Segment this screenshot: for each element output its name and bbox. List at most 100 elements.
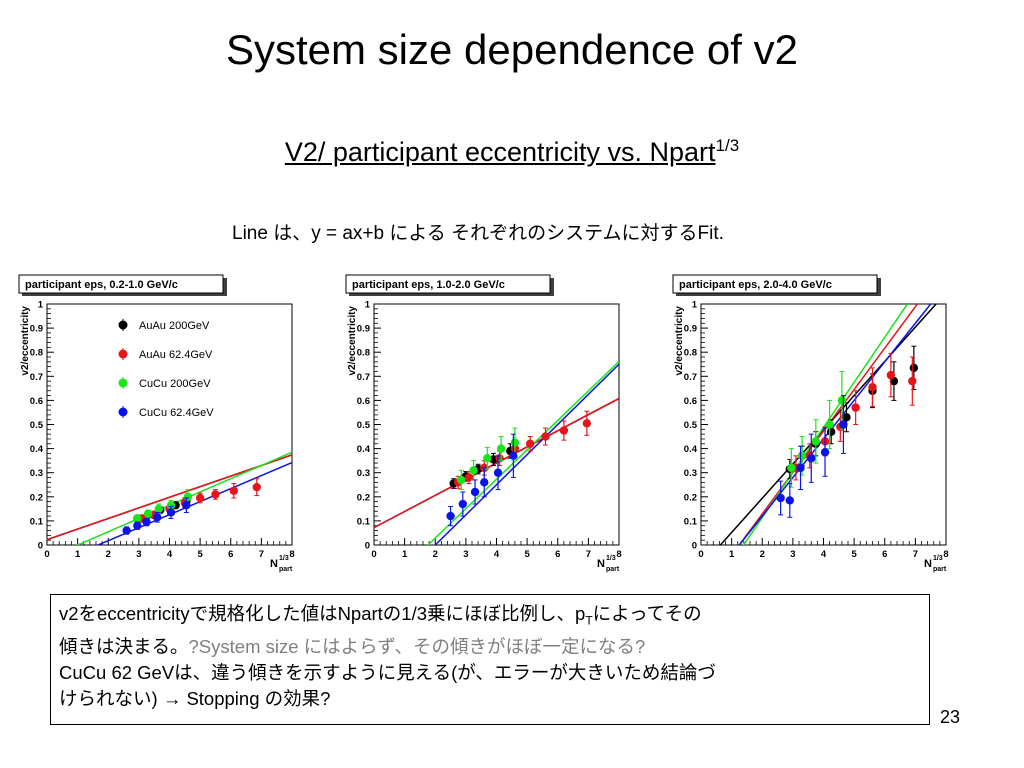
data-point: [495, 454, 504, 463]
y-tick-label: 0.7: [684, 372, 697, 383]
legend-entry: AuAu 62.4GeV: [139, 349, 213, 361]
y-tick-label: 0.5: [357, 420, 371, 431]
data-point: [211, 490, 220, 499]
x-tick-label: 6: [882, 549, 887, 560]
y-tick-label: 0: [692, 541, 697, 552]
y-tick-label: 0.3: [684, 468, 697, 479]
data-point: [842, 413, 851, 422]
data-point: [166, 501, 176, 510]
data-point: [582, 419, 592, 428]
data-point: [446, 511, 455, 521]
x-tick-label: 4: [167, 549, 173, 560]
fit-line-2: [426, 361, 619, 545]
slide-title: System size dependence of v2: [225, 26, 798, 73]
data-point: [154, 504, 163, 514]
data-point: [811, 437, 821, 446]
x-tick-label: 2: [433, 549, 438, 560]
data-point: [559, 426, 569, 435]
y-tick-label: 0.4: [357, 444, 371, 455]
note-line-3: CuCu 62 GeVは、違う傾きを示すように見える(が、エラーが大きいため結論…: [59, 661, 716, 683]
plot-frame: [700, 303, 947, 546]
note-line-1-text-end: によってその: [592, 603, 702, 624]
y-tick-label: 0.4: [684, 444, 698, 455]
legend-entry: CuCu 200GeV: [139, 378, 211, 390]
y-tick-label: 0.9: [357, 324, 370, 335]
chart-low-pt: participant eps, 0.2-1.0 GeV/c 0 0.1 0.2 0.3…: [18, 274, 295, 573]
y-tick-label: 0.1: [30, 516, 44, 527]
data-point: [133, 521, 142, 530]
x-tick-label: 8: [943, 549, 948, 560]
x-axis-label-sub: part: [279, 566, 293, 573]
y-tick-label: 0.5: [684, 420, 698, 431]
data-point: [541, 432, 550, 441]
note-line-4-text-end: Stopping の効果?: [181, 687, 331, 709]
title-box: [672, 274, 878, 294]
y-tick-label: 0.1: [357, 516, 371, 527]
data-point: [469, 466, 478, 475]
y-tick-label: 0.6: [357, 396, 370, 407]
chart-high-pt: participant eps, 2.0-4.0 GeV/c 0 0.1 0.2 0.3…: [672, 274, 949, 573]
subtitle-superscript: 1/3: [715, 136, 740, 155]
data-point: [826, 427, 836, 436]
y-tick-label: 0.6: [30, 396, 43, 407]
y-tick-label: 0.8: [30, 348, 43, 359]
x-tick-label: 0: [698, 549, 703, 560]
y-axis-label: v2/eccentricity: [347, 306, 358, 376]
x-axis-label: N: [924, 558, 932, 570]
note-pt-subscript: T: [585, 613, 593, 628]
note-line-4-text: けられない): [59, 687, 163, 709]
data-point: [470, 487, 480, 497]
subtitle-main: V2/ participant eccentricity vs. Npart: [284, 137, 716, 167]
x-tick-label: 3: [790, 549, 795, 560]
series-3: [122, 497, 191, 535]
data-point: [839, 420, 848, 429]
x-tick-label: 4: [821, 549, 827, 560]
data-point: [457, 475, 466, 485]
chart-panel-2: participant eps, 1.0-2.0 GeV/c 0 0.1 0.2 0.3…: [342, 272, 642, 573]
x-tick-label: 6: [555, 549, 560, 560]
data-point: [525, 439, 535, 448]
y-tick-label: 0.6: [684, 396, 697, 407]
x-tick-label: 8: [616, 549, 621, 560]
x-axis-label: N: [270, 558, 278, 570]
data-point: [797, 451, 807, 461]
fit-line-1: [374, 397, 619, 529]
data-point: [909, 363, 919, 373]
y-tick-label: 0.9: [684, 324, 697, 335]
y-tick-label: 0.8: [357, 348, 370, 359]
x-tick-label: 0: [44, 549, 49, 560]
y-axis-label: v2/eccentricity: [20, 306, 31, 376]
x-tick-label: 4: [494, 549, 500, 560]
y-tick-label: 0.3: [357, 468, 370, 479]
x-axis-label-sup: 1/3: [606, 555, 616, 562]
y-tick-label: 0.5: [30, 420, 44, 431]
fit-line-1: [47, 454, 292, 541]
data-point: [458, 499, 468, 509]
y-axis-label: v2/eccentricity: [674, 306, 685, 376]
legend: AuAu 200GeV AuAu 62.4GeV CuCu 200GeV CuCu 6…: [118, 319, 214, 419]
x-tick-label: 1: [402, 549, 408, 560]
data-point: [886, 370, 896, 380]
y-tick-label: 0.1: [684, 516, 698, 527]
series-3: [446, 433, 518, 527]
legend-entry: CuCu 62.4GeV: [139, 407, 214, 419]
data-point: [182, 501, 191, 510]
data-point: [785, 496, 795, 505]
y-tick-label: 0.7: [30, 372, 43, 383]
x-tick-label: 7: [259, 549, 264, 560]
chart-title: participant eps, 2.0-4.0 GeV/c: [679, 279, 832, 291]
slide-subtitle: V2/ participant eccentricity vs. Npart1/…: [0, 136, 1024, 168]
data-point: [153, 513, 162, 522]
x-axis-label-sup: 1/3: [933, 555, 943, 562]
data-point: [143, 509, 153, 518]
data-point: [166, 508, 176, 517]
data-point: [493, 468, 503, 477]
y-tick-label: 0.2: [684, 492, 697, 503]
y-tick-label: 0.7: [357, 372, 370, 383]
note-line-2-question: ?System size にはよらず、その傾きがほぼ一定になる?: [188, 635, 646, 657]
title-box: [18, 274, 224, 294]
notes-box: v2をeccentricityで規格化した値はNpartの1/3乗にほぼ比例し、…: [50, 594, 930, 725]
x-tick-label: 8: [289, 549, 294, 560]
note-line-1: v2をeccentricityで規格化した値はNpartの1/3乗にほぼ比例し、…: [59, 601, 921, 634]
data-point: [807, 454, 816, 463]
